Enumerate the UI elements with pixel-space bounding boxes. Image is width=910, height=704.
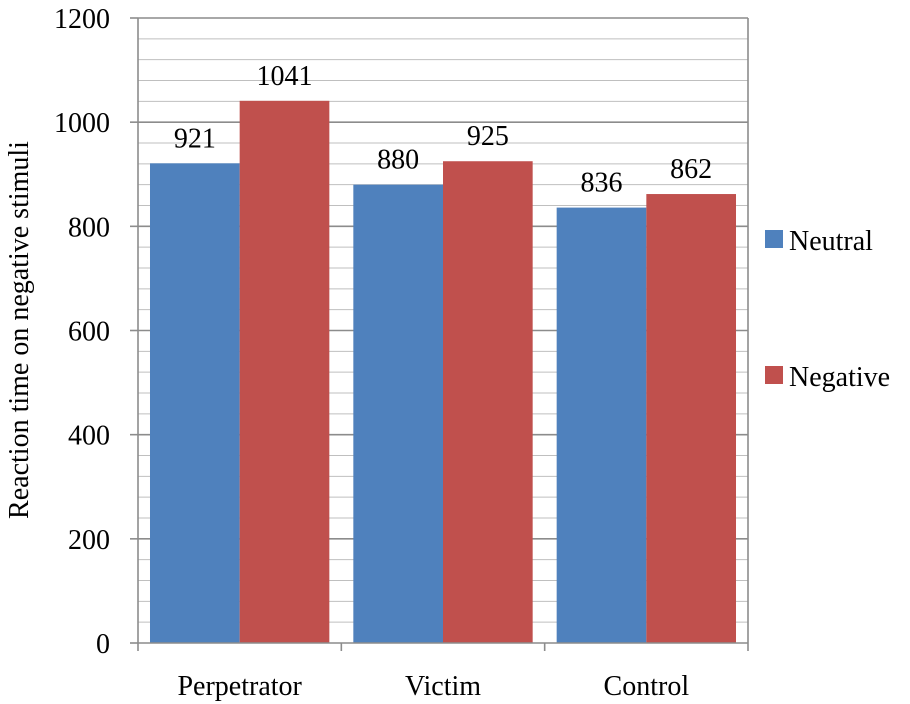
legend-swatch-neutral [765,230,783,248]
x-category-label: Perpetrator [177,671,302,702]
data-label: 925 [467,121,509,152]
bar-neutral-victim [353,184,443,643]
legend: Neutral Negative [765,226,890,393]
bars [149,100,737,644]
axes [130,17,749,651]
bar-negative-victim [443,161,533,643]
y-tick-label: 600 [68,317,110,348]
x-axis-categories: Perpetrator Victim Control [177,671,689,702]
y-tick-label: 800 [68,212,110,243]
bar-negative-control [646,194,737,643]
data-label: 880 [377,145,419,176]
bar-negative-perpetrator [239,100,330,643]
legend-label: Neutral [789,226,873,257]
y-tick-label: 1000 [54,108,110,139]
bar-neutral-control [556,207,647,644]
data-label: 921 [174,123,216,154]
x-category-label: Victim [405,671,481,702]
y-axis-ticks: 0 200 400 600 800 1000 1200 [54,4,110,660]
legend-label: Negative [789,362,890,393]
legend-swatch-negative [765,366,783,384]
data-labels: 921 880 836 1041 925 862 [174,61,712,199]
data-label: 836 [580,168,622,199]
bar-neutral-perpetrator [149,163,240,643]
y-tick-label: 200 [68,525,110,556]
y-tick-label: 0 [96,629,110,660]
y-tick-label: 400 [68,421,110,452]
data-label: 1041 [257,61,313,92]
y-tick-label: 1200 [54,4,110,35]
data-label: 862 [670,154,712,185]
y-axis-title: Reaction time on negative stimuli [4,141,35,519]
x-category-label: Control [604,671,690,702]
